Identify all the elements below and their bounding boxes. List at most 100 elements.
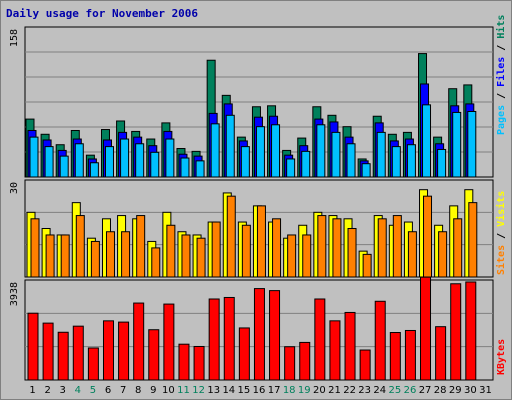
day-label: 23 [358,385,371,396]
bar-sites [272,218,282,278]
day-label: 7 [120,385,126,396]
day-label: 1 [29,385,35,396]
bar-kbytes [253,288,265,381]
day-label: 3 [60,385,66,396]
legend-files: Files [495,57,507,87]
bar-kbytes [420,276,432,381]
day-label: 30 [464,385,477,396]
bar-kbytes [329,320,341,381]
bar-pages [195,160,205,178]
bar-pages [346,143,356,178]
bar-pages [74,143,84,178]
bar-sites [362,253,372,278]
bar-pages [467,110,477,178]
bar-pages [406,144,416,178]
day-label: 5 [90,385,96,396]
bar-sites [377,218,387,278]
day-label: 6 [105,385,111,396]
bar-sites [241,224,251,278]
bar-pages [210,123,220,178]
legend-axis-label: KBytes [496,339,507,375]
bar-pages [286,158,296,178]
bar-kbytes [102,320,114,381]
bar-sites [181,234,191,278]
bar-kbytes [374,300,386,381]
bar-sites [317,215,327,278]
day-label: 27 [419,385,432,396]
day-label: 15 [238,385,251,396]
bar-kbytes [389,332,401,381]
bar-kbytes [87,347,99,381]
bar-kbytes [314,298,326,381]
day-label: 10 [162,385,175,396]
bar-sites [75,215,85,278]
bar-pages [120,138,130,178]
bar-kbytes [404,329,416,381]
bar-sites [287,234,297,278]
bar-pages [104,146,114,178]
bar-sites [60,234,70,278]
bar-sites [45,234,55,278]
day-label: 13 [207,385,220,396]
bar-pages [135,143,145,178]
bar-sites [468,202,478,278]
legend-pages: Pages [496,105,507,135]
bar-sites [407,231,417,278]
bar-sites [347,228,357,278]
bar-sites [211,221,221,278]
day-label: 21 [328,385,341,396]
day-label: 16 [253,385,266,396]
day-label: 8 [135,385,141,396]
legend-hits: Hits [495,15,507,39]
bar-pages [422,104,432,178]
day-label: 12 [192,385,205,396]
bar-pages [150,151,160,178]
bar-pages [180,157,190,178]
bar-kbytes [238,327,250,381]
bar-pages [391,146,401,178]
day-label: 18 [283,385,296,396]
bar-kbytes [27,312,39,381]
day-label: 24 [373,385,386,396]
bar-kbytes [359,349,371,381]
bar-kbytes [42,322,54,381]
chart-title: Daily usage for November 2006 [6,7,199,20]
bar-pages [44,146,54,178]
ymax-label: 158 [9,29,20,47]
legend-axis-label: Pages / Files / Hits [495,15,507,135]
bar-pages [225,114,235,178]
legend-axis-label: Sites / Visits [495,191,507,275]
bar-pages [437,148,447,178]
ymax-label: 30 [9,182,20,194]
bar-pages [376,131,386,178]
bar-kbytes [208,298,220,381]
bar-kbytes [133,302,145,381]
day-label: 2 [44,385,50,396]
legend-sites: Sites [495,245,507,275]
bar-kbytes [193,345,205,381]
bar-kbytes [435,326,447,381]
bar-kbytes [57,331,69,381]
bar-kbytes [163,303,175,381]
day-label: 31 [479,385,492,396]
bar-sites [332,218,342,278]
day-label: 14 [222,385,235,396]
bar-kbytes [450,283,462,381]
bar-pages [316,124,326,178]
bar-pages [271,124,281,178]
bar-sites [423,195,433,278]
day-label: 26 [404,385,417,396]
bar-sites [121,231,131,278]
bar-pages [301,150,311,178]
day-label: 29 [449,385,462,396]
bar-sites [438,231,448,278]
day-label: 25 [389,385,402,396]
bar-kbytes [465,281,477,381]
bar-pages [331,131,341,178]
day-label: 17 [268,385,281,396]
bar-pages [255,126,265,178]
bar-pages [361,163,371,178]
bar-pages [240,146,250,178]
bar-pages [452,111,462,178]
